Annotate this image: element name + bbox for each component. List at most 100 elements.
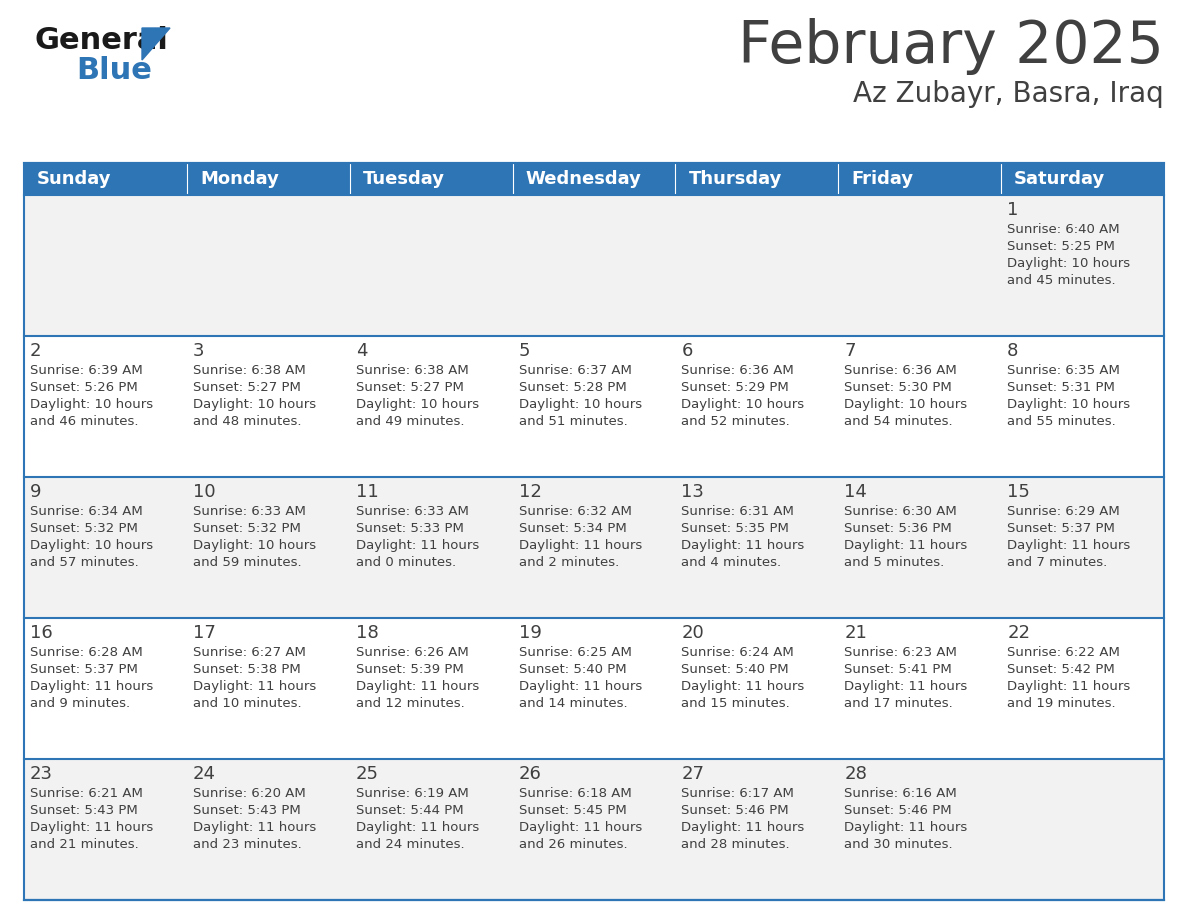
Text: Daylight: 11 hours: Daylight: 11 hours	[1007, 539, 1131, 552]
Text: and 14 minutes.: and 14 minutes.	[519, 697, 627, 710]
Text: Sunrise: 6:24 AM: Sunrise: 6:24 AM	[682, 646, 795, 659]
Text: Daylight: 11 hours: Daylight: 11 hours	[355, 680, 479, 693]
Text: Daylight: 11 hours: Daylight: 11 hours	[845, 821, 967, 834]
Text: Saturday: Saturday	[1015, 170, 1105, 188]
Text: Sunrise: 6:38 AM: Sunrise: 6:38 AM	[192, 364, 305, 377]
Text: Daylight: 10 hours: Daylight: 10 hours	[192, 539, 316, 552]
Text: Sunset: 5:26 PM: Sunset: 5:26 PM	[30, 381, 138, 394]
Text: Daylight: 11 hours: Daylight: 11 hours	[30, 680, 153, 693]
Text: Sunrise: 6:19 AM: Sunrise: 6:19 AM	[355, 787, 468, 800]
Text: Daylight: 11 hours: Daylight: 11 hours	[30, 821, 153, 834]
Bar	[24, 195, 1164, 336]
Text: Sunset: 5:46 PM: Sunset: 5:46 PM	[845, 804, 952, 817]
Text: and 45 minutes.: and 45 minutes.	[1007, 274, 1116, 287]
Text: Friday: Friday	[852, 170, 914, 188]
Text: Sunset: 5:31 PM: Sunset: 5:31 PM	[1007, 381, 1116, 394]
Text: February 2025: February 2025	[738, 18, 1164, 75]
Text: Sunrise: 6:30 AM: Sunrise: 6:30 AM	[845, 505, 958, 518]
Text: 13: 13	[682, 483, 704, 501]
Text: Sunset: 5:37 PM: Sunset: 5:37 PM	[1007, 522, 1116, 535]
Text: 25: 25	[355, 765, 379, 783]
Text: Blue: Blue	[76, 56, 152, 85]
Text: Az Zubayr, Basra, Iraq: Az Zubayr, Basra, Iraq	[853, 80, 1164, 108]
Text: 1: 1	[1007, 201, 1018, 219]
Text: 5: 5	[519, 342, 530, 360]
Text: Sunrise: 6:18 AM: Sunrise: 6:18 AM	[519, 787, 631, 800]
Text: and 48 minutes.: and 48 minutes.	[192, 415, 302, 428]
Text: Daylight: 10 hours: Daylight: 10 hours	[192, 398, 316, 411]
Text: and 46 minutes.: and 46 minutes.	[30, 415, 139, 428]
Text: 20: 20	[682, 624, 704, 642]
Text: 21: 21	[845, 624, 867, 642]
Text: Sunset: 5:46 PM: Sunset: 5:46 PM	[682, 804, 789, 817]
Text: Sunset: 5:38 PM: Sunset: 5:38 PM	[192, 663, 301, 676]
Text: Sunrise: 6:23 AM: Sunrise: 6:23 AM	[845, 646, 958, 659]
Text: Sunrise: 6:38 AM: Sunrise: 6:38 AM	[355, 364, 468, 377]
Text: 24: 24	[192, 765, 216, 783]
Text: 9: 9	[30, 483, 42, 501]
Text: 6: 6	[682, 342, 693, 360]
Text: 14: 14	[845, 483, 867, 501]
Text: Daylight: 11 hours: Daylight: 11 hours	[192, 821, 316, 834]
Text: Sunset: 5:44 PM: Sunset: 5:44 PM	[355, 804, 463, 817]
Text: and 0 minutes.: and 0 minutes.	[355, 556, 456, 569]
Text: Sunrise: 6:28 AM: Sunrise: 6:28 AM	[30, 646, 143, 659]
Text: and 17 minutes.: and 17 minutes.	[845, 697, 953, 710]
Text: 2: 2	[30, 342, 42, 360]
Bar	[24, 759, 1164, 900]
Text: Daylight: 10 hours: Daylight: 10 hours	[519, 398, 642, 411]
Text: Sunrise: 6:26 AM: Sunrise: 6:26 AM	[355, 646, 468, 659]
Text: and 7 minutes.: and 7 minutes.	[1007, 556, 1107, 569]
Text: Daylight: 11 hours: Daylight: 11 hours	[519, 821, 642, 834]
Text: Daylight: 10 hours: Daylight: 10 hours	[845, 398, 967, 411]
Text: Sunrise: 6:25 AM: Sunrise: 6:25 AM	[519, 646, 632, 659]
Text: General: General	[34, 26, 168, 55]
Text: Sunrise: 6:17 AM: Sunrise: 6:17 AM	[682, 787, 795, 800]
Text: 3: 3	[192, 342, 204, 360]
Text: Daylight: 11 hours: Daylight: 11 hours	[682, 821, 804, 834]
Text: 28: 28	[845, 765, 867, 783]
Text: Daylight: 10 hours: Daylight: 10 hours	[1007, 398, 1130, 411]
Text: Sunset: 5:27 PM: Sunset: 5:27 PM	[192, 381, 301, 394]
Text: Sunset: 5:32 PM: Sunset: 5:32 PM	[192, 522, 301, 535]
Text: Sunrise: 6:27 AM: Sunrise: 6:27 AM	[192, 646, 305, 659]
Text: Sunrise: 6:39 AM: Sunrise: 6:39 AM	[30, 364, 143, 377]
Text: Sunset: 5:39 PM: Sunset: 5:39 PM	[355, 663, 463, 676]
Text: Sunset: 5:41 PM: Sunset: 5:41 PM	[845, 663, 952, 676]
Text: Sunrise: 6:36 AM: Sunrise: 6:36 AM	[845, 364, 958, 377]
Bar	[24, 618, 1164, 759]
Text: Daylight: 11 hours: Daylight: 11 hours	[682, 680, 804, 693]
Text: and 26 minutes.: and 26 minutes.	[519, 838, 627, 851]
Text: 17: 17	[192, 624, 216, 642]
Text: and 4 minutes.: and 4 minutes.	[682, 556, 782, 569]
Text: Sunrise: 6:35 AM: Sunrise: 6:35 AM	[1007, 364, 1120, 377]
Text: Sunset: 5:40 PM: Sunset: 5:40 PM	[682, 663, 789, 676]
Text: Sunrise: 6:31 AM: Sunrise: 6:31 AM	[682, 505, 795, 518]
Text: and 9 minutes.: and 9 minutes.	[30, 697, 131, 710]
Text: Daylight: 11 hours: Daylight: 11 hours	[845, 680, 967, 693]
Text: 23: 23	[30, 765, 53, 783]
Text: Sunrise: 6:33 AM: Sunrise: 6:33 AM	[355, 505, 468, 518]
Text: Daylight: 10 hours: Daylight: 10 hours	[30, 398, 153, 411]
Text: Sunset: 5:30 PM: Sunset: 5:30 PM	[845, 381, 952, 394]
Bar	[24, 477, 1164, 618]
Text: Sunset: 5:33 PM: Sunset: 5:33 PM	[355, 522, 463, 535]
Text: Sunday: Sunday	[37, 170, 112, 188]
Text: Sunrise: 6:33 AM: Sunrise: 6:33 AM	[192, 505, 305, 518]
Text: and 23 minutes.: and 23 minutes.	[192, 838, 302, 851]
Text: Sunset: 5:42 PM: Sunset: 5:42 PM	[1007, 663, 1114, 676]
Text: Sunset: 5:32 PM: Sunset: 5:32 PM	[30, 522, 138, 535]
Text: Daylight: 11 hours: Daylight: 11 hours	[519, 680, 642, 693]
Text: 8: 8	[1007, 342, 1018, 360]
Text: Sunset: 5:28 PM: Sunset: 5:28 PM	[519, 381, 626, 394]
Text: and 5 minutes.: and 5 minutes.	[845, 556, 944, 569]
Text: Sunset: 5:29 PM: Sunset: 5:29 PM	[682, 381, 789, 394]
Text: and 15 minutes.: and 15 minutes.	[682, 697, 790, 710]
Text: Sunrise: 6:20 AM: Sunrise: 6:20 AM	[192, 787, 305, 800]
Text: Daylight: 11 hours: Daylight: 11 hours	[355, 539, 479, 552]
Text: Daylight: 11 hours: Daylight: 11 hours	[519, 539, 642, 552]
Text: and 2 minutes.: and 2 minutes.	[519, 556, 619, 569]
Text: 12: 12	[519, 483, 542, 501]
Text: Sunrise: 6:16 AM: Sunrise: 6:16 AM	[845, 787, 958, 800]
Text: Daylight: 11 hours: Daylight: 11 hours	[355, 821, 479, 834]
